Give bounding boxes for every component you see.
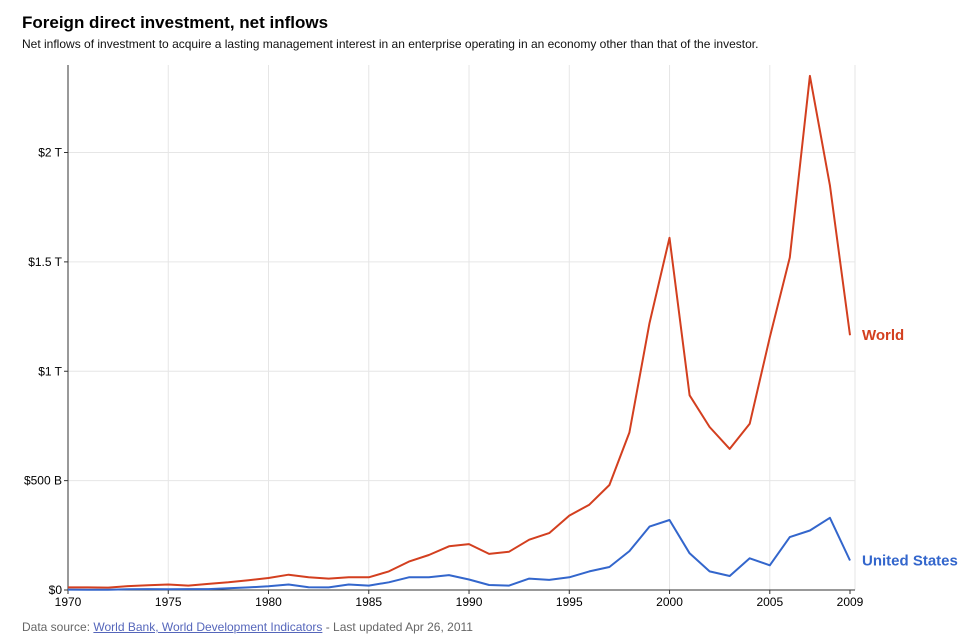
footer: Data source: World Bank, World Developme… (22, 620, 473, 634)
source-prefix: Data source: (22, 620, 91, 634)
y-tick-label: $1 T (38, 364, 62, 378)
x-tick-label: 2000 (656, 595, 683, 609)
x-tick-label: 1975 (155, 595, 182, 609)
last-updated: - Last updated Apr 26, 2011 (322, 620, 473, 634)
x-tick-label: 2009 (837, 595, 864, 609)
x-tick-label: 1980 (255, 595, 282, 609)
source-link[interactable]: World Bank, World Development Indicators (93, 620, 323, 634)
y-tick-label: $2 T (38, 146, 62, 160)
series-line-united-states (67, 516, 851, 591)
series-layer (67, 74, 851, 591)
y-tick-label: $1.5 T (28, 255, 62, 269)
y-tick-label: $500 B (24, 474, 62, 488)
x-tick-label: 1995 (556, 595, 583, 609)
x-tick-label: 2005 (756, 595, 783, 609)
tick-labels: $0 $500 B $1 T $1.5 T $2 T 1970 1975 1980 1985 19… (24, 146, 958, 610)
x-tick-label: 1970 (55, 595, 82, 609)
x-tick-label: 1985 (355, 595, 382, 609)
x-tick-label: 1990 (456, 595, 483, 609)
chart-subtitle: Net inflows of investment to acquire a l… (22, 37, 759, 51)
grid-lines (68, 65, 856, 590)
axes (64, 65, 855, 594)
series-line-world (68, 74, 851, 589)
y-tick-label: $0 (49, 583, 63, 597)
series-label-united-states: United States (862, 552, 958, 569)
chart-title: Foreign direct investment, net inflows (22, 13, 329, 32)
series-label-world: World (862, 327, 904, 344)
